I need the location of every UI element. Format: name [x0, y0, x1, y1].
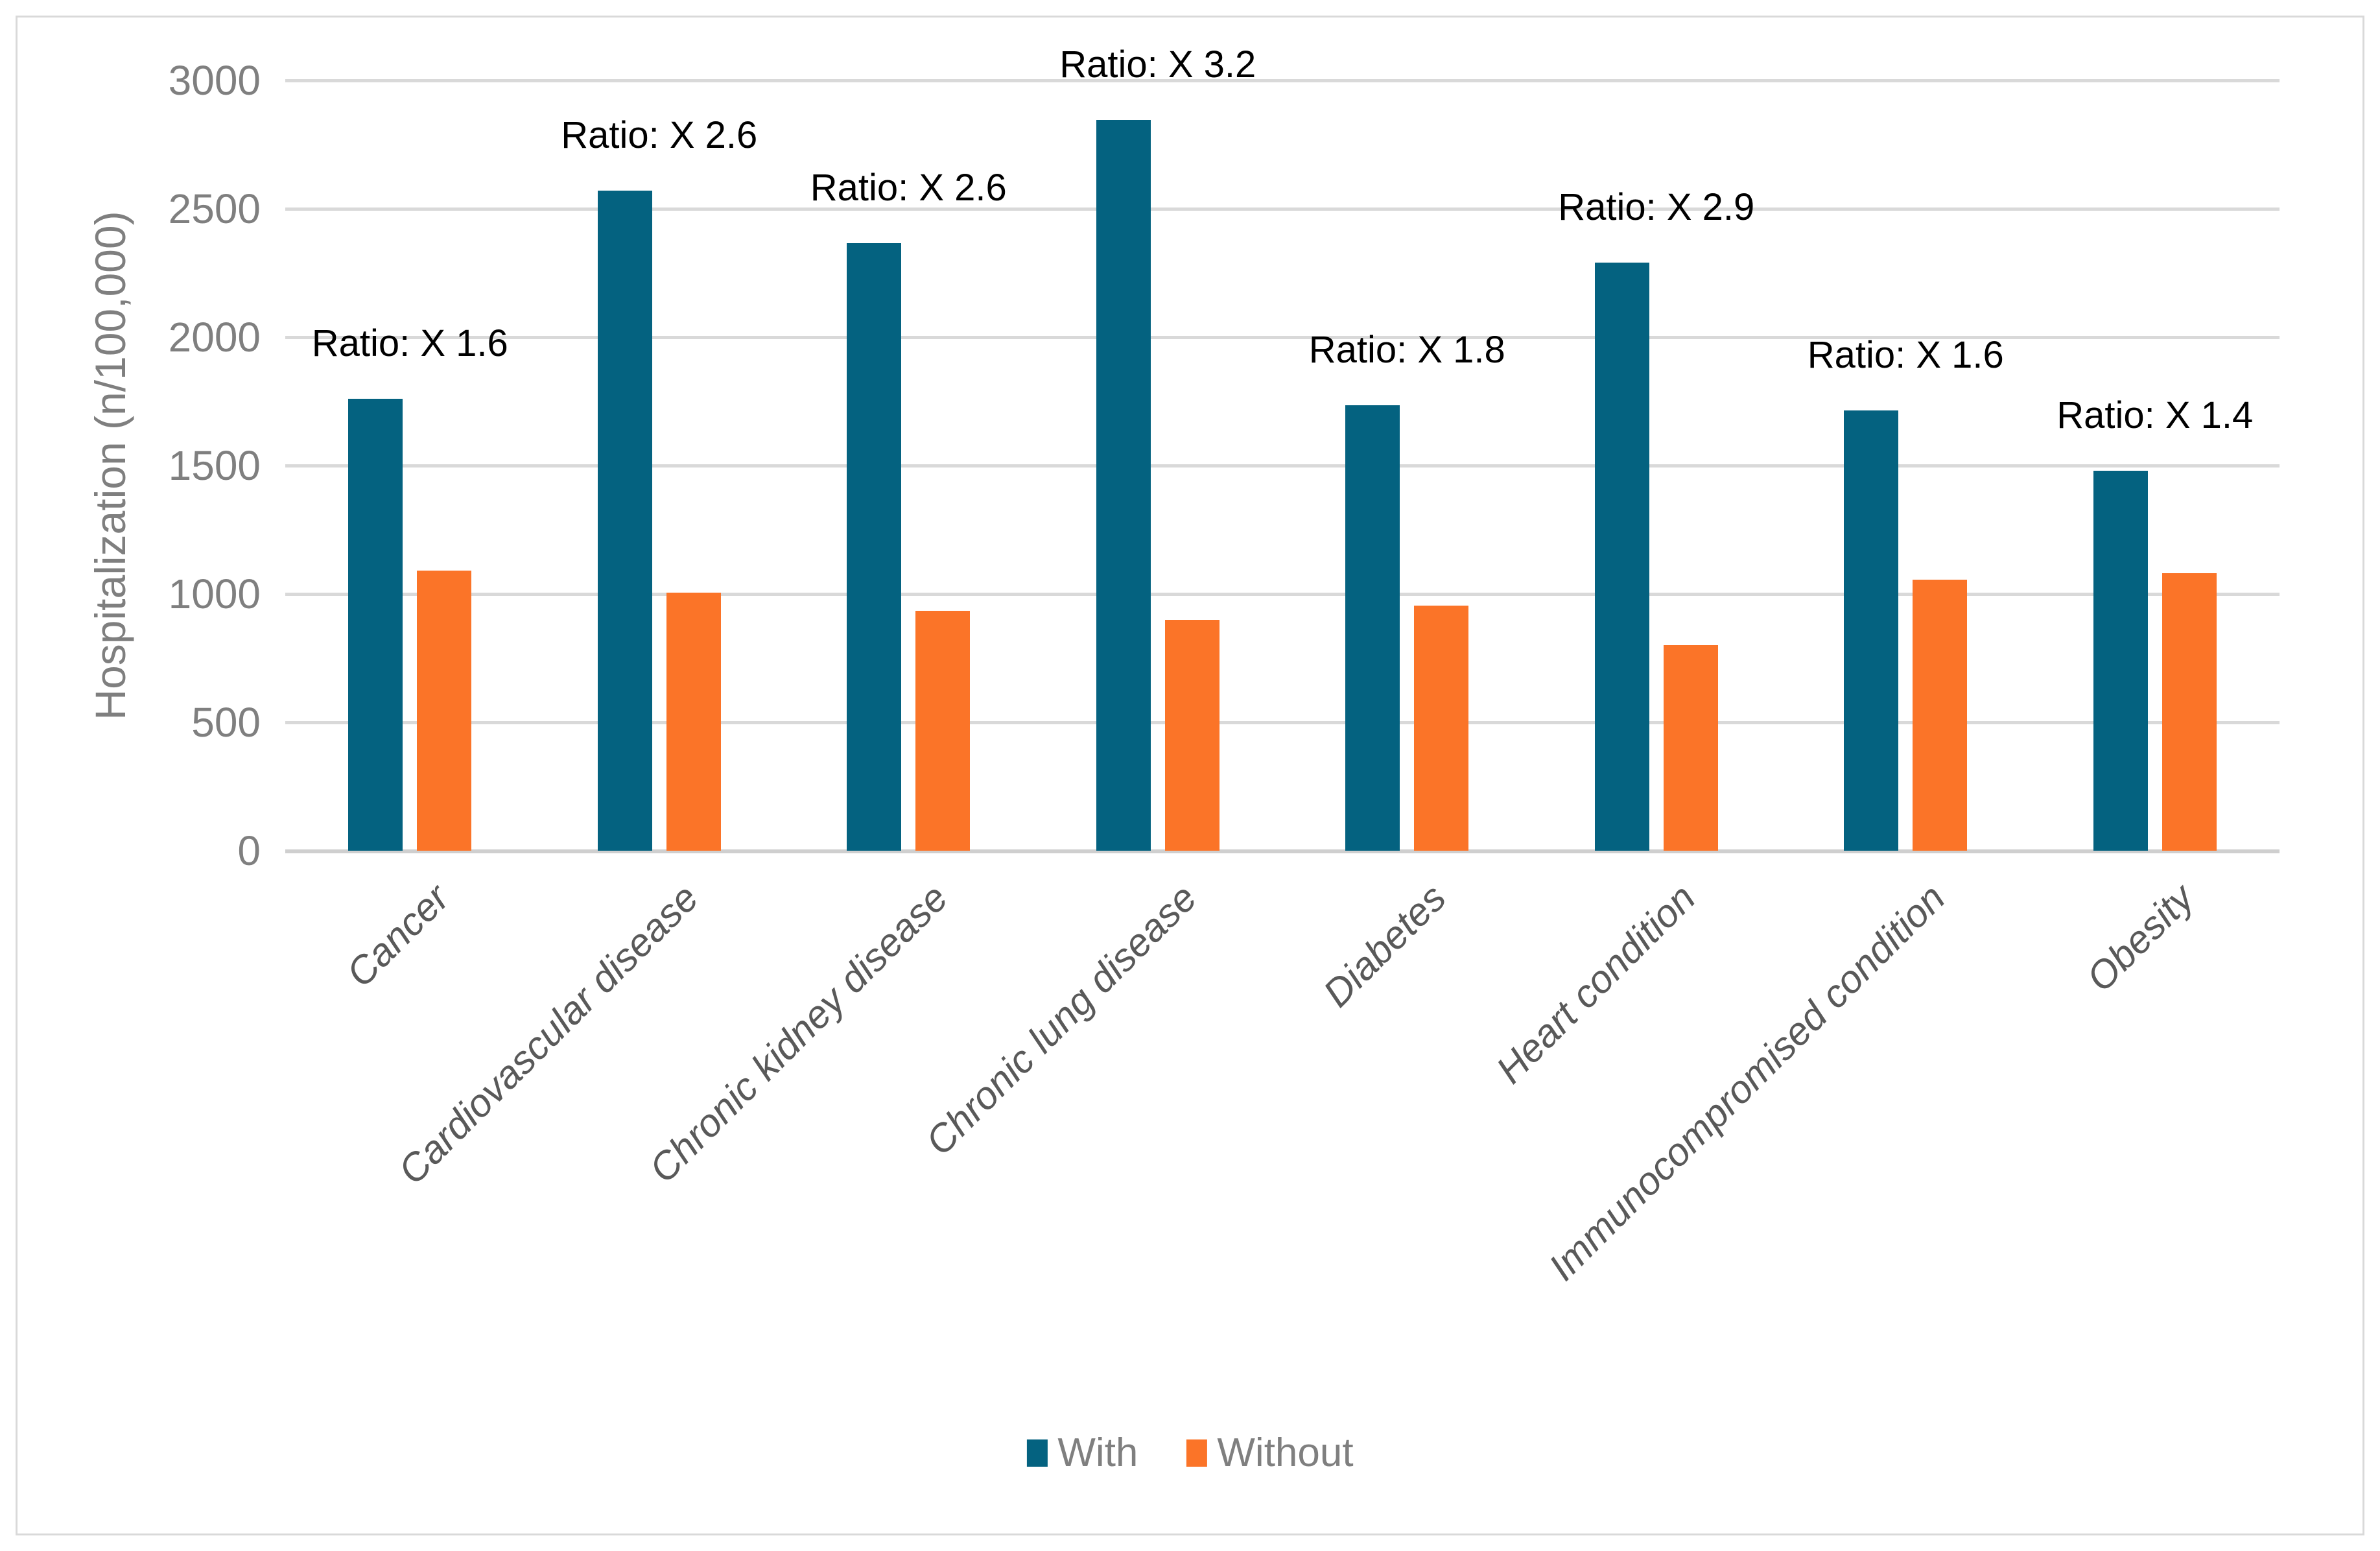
grid-line-3000	[285, 79, 2280, 82]
ratio-annotation-chronic-kidney-disease: Ratio: X 2.6	[810, 167, 1007, 209]
bar-without-immunocompromised-condition	[1913, 580, 1968, 851]
bar-with-chronic-kidney-disease	[847, 243, 902, 851]
plot-area: Ratio: X 1.6 Ratio: X 2.6 Ratio: X 2.6 Rati…	[285, 43, 2280, 853]
figure-border	[16, 16, 2364, 1535]
y-tick-label-1500: 1500	[168, 442, 261, 489]
y-axis-ticks: 0 500 1000 1500 2000 2500 3000	[0, 57, 261, 874]
y-tick-label-1000: 1000	[168, 571, 261, 617]
ratio-annotation-cardiovascular-disease: Ratio: X 2.6	[561, 114, 758, 157]
bar-with-cancer	[348, 399, 403, 851]
legend-label-without: Without	[1217, 1430, 1354, 1475]
bar-without-heart-condition	[1663, 645, 1718, 851]
bar-with-diabetes	[1345, 405, 1400, 851]
grid-line-1000	[285, 593, 2280, 596]
bar-without-chronic-lung-disease	[1164, 619, 1219, 851]
grid-line-2000	[285, 336, 2280, 339]
legend: With Without	[1026, 1430, 1354, 1476]
y-tick-label-3000: 3000	[168, 57, 261, 104]
legend-label-with: With	[1057, 1430, 1138, 1475]
bar-with-cardiovascular-disease	[597, 191, 652, 851]
y-tick-label-500: 500	[191, 699, 261, 746]
y-tick-label-2500: 2500	[168, 185, 261, 232]
legend-item-with: With	[1026, 1430, 1138, 1476]
bar-without-obesity	[2162, 573, 2217, 851]
legend-swatch-without	[1186, 1439, 1207, 1467]
legend-swatch-with	[1026, 1439, 1048, 1467]
grid-line-1500	[285, 464, 2280, 468]
bar-without-cancer	[417, 571, 472, 851]
bar-with-heart-condition	[1594, 263, 1649, 851]
bar-without-diabetes	[1414, 605, 1469, 851]
bar-without-chronic-kidney-disease	[915, 610, 971, 851]
ratio-annotation-immunocompromised-condition: Ratio: X 1.6	[1807, 333, 2004, 376]
bar-with-immunocompromised-condition	[1844, 410, 1899, 851]
grid-line-2500	[285, 207, 2280, 211]
ratio-annotation-heart-condition: Ratio: X 2.9	[1558, 186, 1755, 229]
ratio-annotation-cancer: Ratio: X 1.6	[311, 322, 508, 365]
x-axis-line	[285, 849, 2280, 853]
y-tick-label-0: 0	[237, 827, 261, 874]
bar-without-cardiovascular-disease	[666, 593, 721, 851]
bar-with-chronic-lung-disease	[1096, 120, 1151, 851]
ratio-annotation-diabetes: Ratio: X 1.8	[1308, 328, 1505, 371]
legend-item-without: Without	[1186, 1430, 1354, 1476]
ratio-annotation-obesity: Ratio: X 1.4	[2056, 394, 2254, 436]
ratio-annotation-chronic-lung-disease: Ratio: X 3.2	[1059, 43, 1256, 86]
grid-line-500	[285, 721, 2280, 724]
bar-with-obesity	[2093, 470, 2148, 851]
y-tick-label-2000: 2000	[168, 314, 261, 361]
